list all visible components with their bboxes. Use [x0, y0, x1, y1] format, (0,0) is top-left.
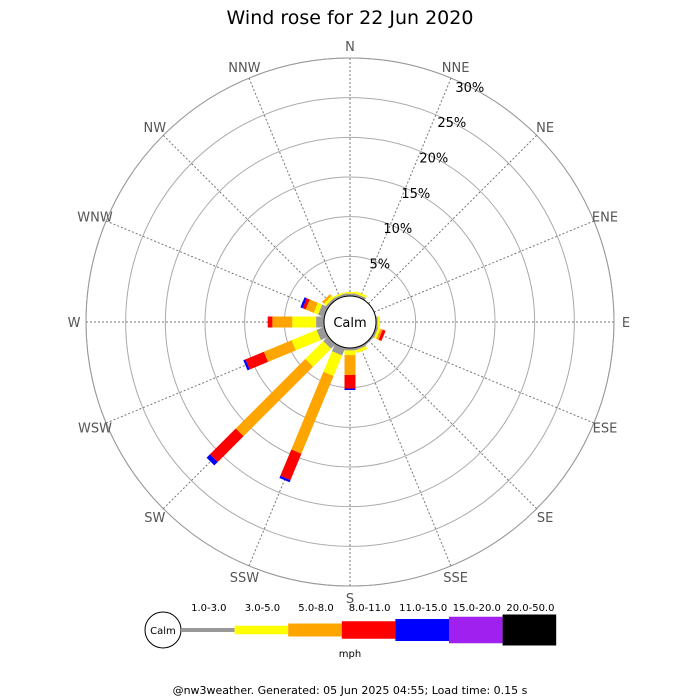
ring-2	[244, 216, 456, 428]
bar-wsw-bin-2	[291, 329, 321, 351]
bar-n-bin-2	[344, 292, 356, 294]
legend-swatch-5	[395, 619, 449, 641]
ring-label-1: 5%	[369, 257, 390, 272]
legend-unit-label: mph	[339, 649, 361, 660]
ring-labels: 5% 10% 15% 20% 25% 30%	[369, 81, 484, 273]
bar-w-bin-1	[316, 316, 324, 328]
legend-label-7: 20.0-50.0	[506, 603, 554, 614]
calm-circle	[323, 295, 377, 349]
ring-label-5: 25%	[437, 116, 466, 131]
bar-nnw-bin-1	[334, 293, 346, 301]
bar-wnw-bin-4	[302, 298, 310, 310]
legend-swatch-1	[181, 628, 235, 632]
bar-wsw-bin-4	[245, 351, 268, 370]
direction-label-nnw: NNW	[228, 61, 260, 76]
bar-w-bin-2	[292, 316, 317, 328]
direction-label-nne: NNE	[442, 61, 470, 76]
bar-ese-bin-3	[376, 328, 383, 340]
bar-sse-bin-2	[355, 346, 368, 354]
bar-e-bin-2	[377, 316, 380, 328]
bar-wnw-bin-1	[318, 304, 329, 318]
bar-nw-bin-2	[323, 295, 334, 306]
direction-label-s: S	[346, 592, 354, 607]
direction-label-wnw: WNW	[77, 210, 113, 225]
bar-ese-bin-4	[378, 329, 386, 341]
direction-label-se: SE	[537, 511, 553, 526]
bar-nw-bin-1	[326, 298, 336, 308]
bar-ese-bin-2	[374, 327, 381, 339]
bar-wsw-bin-3	[263, 340, 296, 362]
direction-label-sse: SSE	[443, 571, 468, 586]
bar-ssw-bin-4	[280, 449, 302, 481]
bar-nnw-bin-2	[333, 292, 345, 298]
bar-w-bin-3	[272, 316, 293, 328]
bar-ssw-bin-2	[323, 351, 343, 376]
chart-title: Wind rose for 22 Jun 2020	[227, 7, 474, 29]
legend-swatch-6	[449, 616, 503, 644]
legend-label-5: 11.0-15.0	[399, 603, 447, 614]
bar-sse-bin-1	[354, 343, 366, 351]
bar-sw-bin-3	[235, 358, 314, 437]
bar-s-bin-1	[344, 348, 356, 351]
direction-label-ese: ESE	[593, 422, 618, 437]
bar-n-bin-1	[344, 293, 356, 296]
bar-sw-bin-4	[209, 428, 244, 463]
bar-sw-bin-1	[323, 336, 336, 349]
bar-wnw-bin-5	[300, 297, 307, 309]
speed-legend: Calm 1.0-3.0 3.0-5.0 5.0-8.0 8.0-11.0 11.0-1…	[144, 603, 557, 660]
direction-label-w: W	[68, 316, 81, 331]
legend-swatch-3	[288, 623, 342, 637]
ring-5	[125, 97, 575, 547]
bar-nne-bin-2	[355, 291, 367, 298]
bar-s-bin-5	[344, 388, 356, 390]
bar-ssw-bin-5	[279, 475, 291, 483]
ring-label-2: 10%	[383, 222, 412, 237]
bar-e-bin-1	[376, 316, 378, 328]
direction-label-ene: ENE	[592, 210, 618, 225]
legend-swatch-4	[341, 621, 396, 639]
legend-label-3: 5.0-8.0	[298, 603, 333, 614]
legend-calm-label: Calm	[150, 626, 176, 637]
footer-text: @nw3weather. Generated: 05 Jun 2025 04:5…	[173, 684, 528, 697]
legend-items: 1.0-3.0 3.0-5.0 5.0-8.0 8.0-11.0 11.0-15.0 15…	[181, 603, 557, 646]
bar-s-bin-2	[344, 350, 356, 356]
ring-4	[164, 136, 536, 508]
direction-labels: N NNE NE ENE E ESE SE SSE S SSW SW WSW W WNW NW NNW	[68, 40, 631, 607]
bar-sw-bin-2	[305, 341, 331, 367]
legend-label-2: 3.0-5.0	[245, 603, 280, 614]
bar-s-bin-4	[344, 375, 356, 389]
rose-bars	[206, 291, 386, 483]
direction-label-ne: NE	[536, 121, 554, 136]
ring-3	[204, 176, 496, 468]
direction-label-sw: SW	[144, 511, 165, 526]
bar-sw-bin-5	[206, 454, 218, 466]
bar-ssw-bin-3	[291, 371, 334, 454]
legend-swatch-2	[234, 625, 289, 635]
legend-swatch-7	[502, 614, 557, 646]
bar-ese-bin-1	[371, 326, 379, 338]
direction-label-e: E	[622, 316, 630, 331]
bar-wnw-bin-2	[313, 302, 323, 315]
bar-nne-bin-1	[354, 293, 366, 301]
legend-label-6: 15.0-20.0	[453, 603, 501, 614]
calm-center: Calm	[323, 295, 377, 349]
direction-label-nw: NW	[144, 121, 167, 136]
bar-nw-bin-3	[322, 294, 332, 304]
bar-w-bin-4	[267, 316, 273, 328]
ring-label-4: 20%	[419, 151, 448, 166]
direction-label-wsw: WSW	[78, 422, 112, 437]
legend-label-1: 1.0-3.0	[191, 603, 226, 614]
bar-s-bin-3	[344, 355, 356, 375]
legend-label-4: 8.0-11.0	[349, 603, 391, 614]
ring-label-3: 15%	[401, 187, 430, 202]
calm-label: Calm	[333, 316, 366, 331]
direction-label-ssw: SSW	[230, 571, 260, 586]
ring-label-6: 30%	[455, 81, 484, 96]
bar-wsw-bin-5	[243, 359, 250, 371]
direction-label-n: N	[345, 40, 355, 55]
bar-se-bin-1	[364, 336, 374, 346]
bar-wnw-bin-3	[305, 299, 318, 313]
